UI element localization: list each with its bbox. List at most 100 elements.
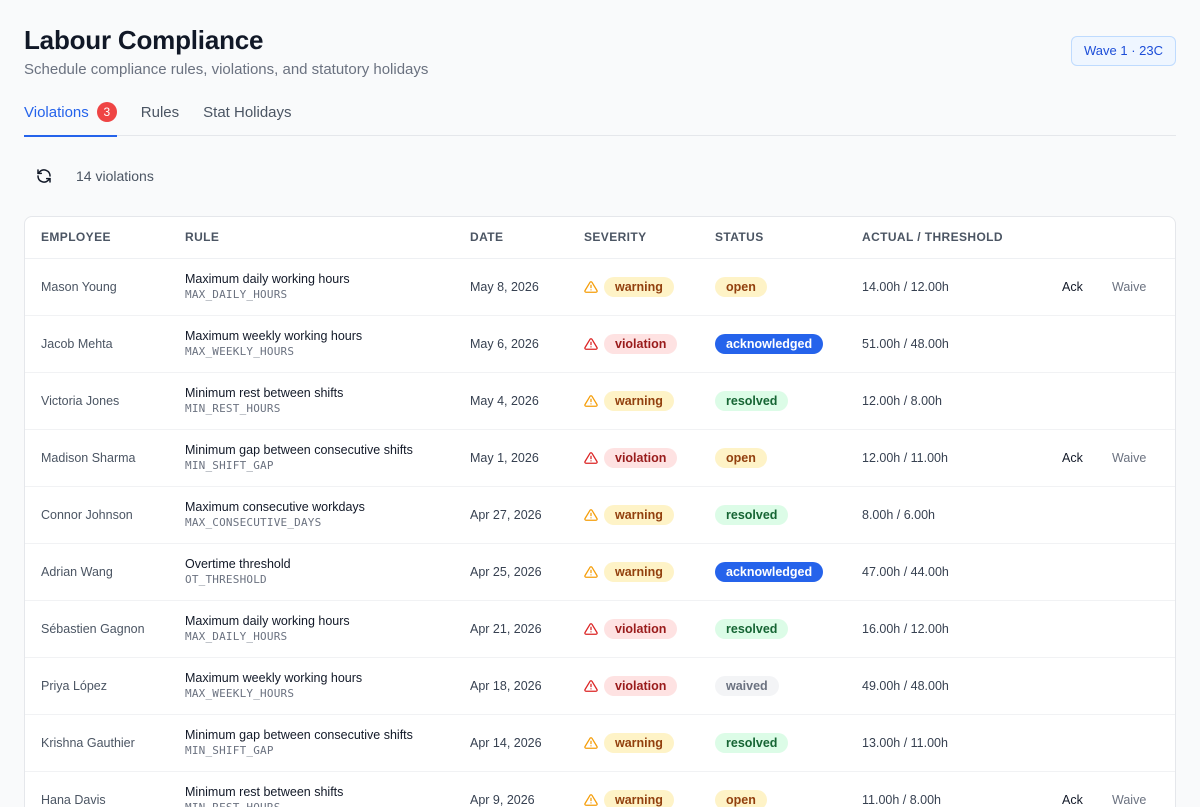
violation-date: Apr 25, 2026 [470, 564, 542, 579]
severity-badge: violation [604, 333, 678, 354]
acknowledge-button[interactable]: Ack [1062, 450, 1083, 465]
column-header-severity[interactable]: SEVERITY [584, 230, 647, 245]
severity-badge: warning [604, 732, 674, 753]
rule-name: Maximum weekly working hours [185, 328, 363, 343]
violation-date: May 8, 2026 [470, 279, 539, 294]
alert-triangle-icon [584, 337, 598, 350]
refresh-button[interactable] [24, 160, 64, 192]
table-row[interactable]: Adrian Wang Overtime threshold OT_THRESHOL… [25, 543, 1175, 600]
table-row[interactable]: Sébastien Gagnon Maximum daily working ho… [25, 600, 1175, 657]
status-cell: open [699, 258, 846, 315]
actual-threshold: 14.00h / 12.00h [862, 279, 949, 294]
employee-name: Krishna Gauthier [41, 735, 135, 750]
tab-count-badge: 3 [96, 102, 117, 122]
status-badge: waived [715, 675, 779, 696]
violation-date: Apr 18, 2026 [470, 678, 542, 693]
severity-cell: warning [568, 543, 699, 600]
severity-cell: warning [568, 258, 699, 315]
column-header-employee[interactable]: EMPLOYEE [41, 230, 111, 245]
rule-name: Maximum consecutive workdays [185, 499, 365, 514]
rule-code: MAX_CONSECUTIVE_DAYS [185, 515, 322, 529]
actions-cell: Ack Waive [1046, 258, 1175, 315]
tab-rules[interactable]: Rules [141, 96, 179, 136]
table-row[interactable]: Hana Davis Minimum rest between shifts MIN… [25, 771, 1175, 807]
column-header-status[interactable]: STATUS [715, 230, 764, 245]
severity-badge: warning [604, 789, 674, 807]
actual-threshold: 12.00h / 11.00h [862, 450, 948, 465]
actions-cell: Ack Waive [1046, 771, 1175, 807]
tab-violations[interactable]: Violations 3 [24, 96, 117, 137]
severity-cell: violation [568, 600, 699, 657]
severity-badge: violation [604, 675, 678, 696]
rule-name: Minimum gap between consecutive shifts [185, 727, 413, 742]
actions-cell [1046, 486, 1175, 543]
page-subtitle: Schedule compliance rules, violations, a… [24, 61, 429, 78]
table-row[interactable]: Connor Johnson Maximum consecutive workda… [25, 486, 1175, 543]
status-badge: resolved [715, 618, 789, 639]
acknowledge-button[interactable]: Ack [1062, 792, 1083, 807]
actual-threshold: 11.00h / 8.00h [862, 792, 942, 807]
actual-threshold: 8.00h / 6.00h [862, 507, 935, 522]
actions-cell [1046, 543, 1175, 600]
status-cell: acknowledged [699, 543, 846, 600]
actions-cell [1046, 372, 1175, 429]
actions-cell [1046, 600, 1175, 657]
actual-threshold: 13.00h / 11.00h [862, 735, 948, 750]
status-badge: open [715, 447, 767, 468]
status-badge: resolved [715, 390, 789, 411]
column-header-rule[interactable]: RULE [185, 230, 220, 245]
acknowledge-button[interactable]: Ack [1062, 279, 1083, 294]
severity-badge: violation [604, 618, 678, 639]
toolbar: 14 violations [24, 160, 154, 192]
severity-cell: warning [568, 771, 699, 807]
rule-name: Minimum gap between consecutive shifts [185, 442, 413, 457]
employee-name: Adrian Wang [41, 564, 113, 579]
violations-table-card: EMPLOYEE RULE DATE SEVERITY STATUS ACTUA… [24, 216, 1176, 807]
severity-cell: warning [568, 372, 699, 429]
status-cell: resolved [699, 600, 846, 657]
status-cell: open [699, 771, 846, 807]
employee-name: Mason Young [41, 279, 117, 294]
rule-cell: Minimum rest between shifts MIN_REST_HOUR… [169, 771, 454, 807]
employee-name: Victoria Jones [41, 393, 120, 408]
violation-date: Apr 27, 2026 [470, 507, 542, 522]
status-cell: acknowledged [699, 315, 846, 372]
employee-name: Jacob Mehta [41, 336, 113, 351]
waive-button[interactable]: Waive [1112, 279, 1147, 294]
column-header-actual-threshold[interactable]: ACTUAL / THRESHOLD [862, 230, 1003, 245]
table-row[interactable]: Victoria Jones Minimum rest between shift… [25, 372, 1175, 429]
waive-button[interactable]: Waive [1112, 792, 1147, 807]
table-row[interactable]: Jacob Mehta Maximum weekly working hours M… [25, 315, 1175, 372]
severity-cell: warning [568, 714, 699, 771]
alert-triangle-icon [584, 451, 598, 464]
table-row[interactable]: Madison Sharma Minimum gap between consec… [25, 429, 1175, 486]
actions-cell: Ack Waive [1046, 429, 1175, 486]
waive-button[interactable]: Waive [1112, 450, 1147, 465]
warning-icon [584, 280, 598, 293]
severity-cell: violation [568, 657, 699, 714]
warning-icon [584, 394, 598, 407]
tab-stat-holidays[interactable]: Stat Holidays [203, 96, 291, 136]
severity-badge: warning [604, 390, 674, 411]
rule-cell: Maximum daily working hours MAX_DAILY_HOU… [169, 258, 454, 315]
rule-name: Maximum daily working hours [185, 613, 350, 628]
rule-name: Maximum daily working hours [185, 271, 350, 286]
column-header-date[interactable]: DATE [470, 230, 504, 245]
rule-name: Minimum rest between shifts [185, 385, 344, 400]
table-row[interactable]: Priya López Maximum weekly working hours M… [25, 657, 1175, 714]
rule-code: OT_THRESHOLD [185, 572, 267, 586]
status-cell: resolved [699, 486, 846, 543]
rule-code: MAX_WEEKLY_HOURS [185, 686, 295, 700]
employee-name: Madison Sharma [41, 450, 136, 465]
status-badge: open [715, 789, 767, 807]
severity-badge: warning [604, 276, 674, 297]
rule-code: MAX_DAILY_HOURS [185, 629, 288, 643]
actions-cell [1046, 657, 1175, 714]
violation-date: Apr 9, 2026 [470, 792, 535, 807]
warning-icon [584, 508, 598, 521]
tab-bar: Violations 3 Rules Stat Holidays [24, 96, 1176, 137]
table-row[interactable]: Mason Young Maximum daily working hours MA… [25, 258, 1175, 315]
table-row[interactable]: Krishna Gauthier Minimum gap between cons… [25, 714, 1175, 771]
rule-cell: Minimum rest between shifts MIN_REST_HOUR… [169, 372, 454, 429]
column-header-actions [1046, 217, 1175, 258]
